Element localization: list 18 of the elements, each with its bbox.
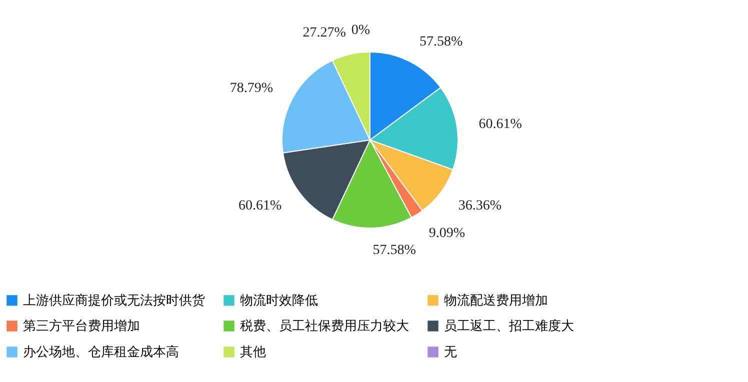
legend-label: 无: [444, 345, 457, 360]
legend-label: 其他: [240, 345, 266, 360]
data-label: 36.36%: [458, 198, 502, 214]
data-label: 27.27%: [302, 26, 346, 41]
legend-label: 物流时效降低: [240, 292, 318, 308]
legend-label: 税费、员工社保费用压力较大: [240, 319, 409, 334]
data-label: 60.61%: [478, 116, 522, 132]
legend-label: 第三方平台费用增加: [23, 318, 140, 334]
data-label: 60.61%: [238, 198, 282, 214]
data-label: 9.09%: [428, 226, 466, 241]
legend-label: 上游供应商提价或无法按时供货: [23, 292, 205, 308]
data-label: 57.58%: [419, 34, 463, 50]
data-label: 78.79%: [230, 81, 274, 96]
legend-label: 物流配送费用增加: [444, 292, 548, 308]
data-label: 57.58%: [372, 242, 416, 258]
legend-label: 员工返工、招工难度大: [444, 318, 574, 334]
text: 0%: [351, 23, 370, 38]
legend-label: 办公场地、仓库租金成本高: [23, 344, 179, 360]
